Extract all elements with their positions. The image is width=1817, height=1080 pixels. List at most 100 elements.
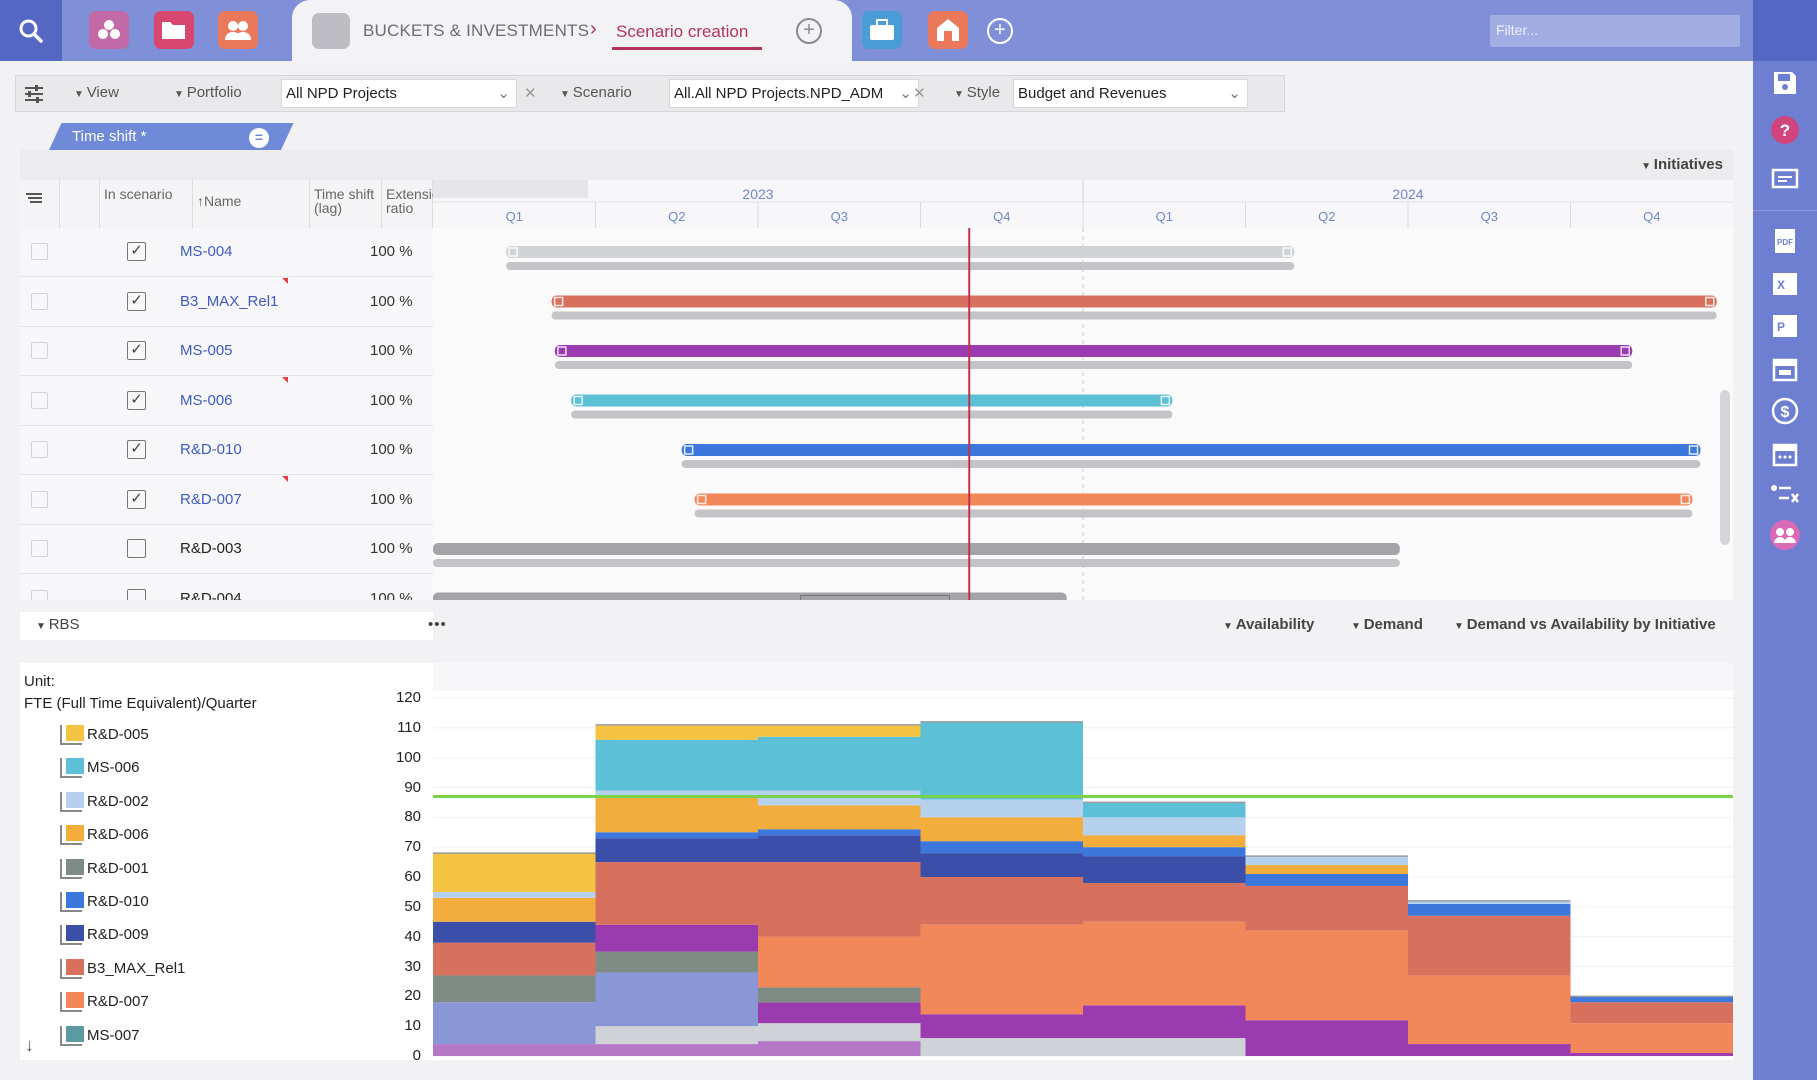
initiative-name[interactable]: R&D-007: [180, 490, 242, 508]
row-select-checkbox[interactable]: [31, 243, 48, 260]
initiative-row[interactable]: ✓ MS-005 100 %: [20, 327, 433, 376]
select-column-header[interactable]: [60, 180, 100, 228]
style-select[interactable]: Budget and Revenues ⌄: [1013, 79, 1248, 108]
scroll-down-arrow-icon[interactable]: ↓: [25, 1035, 34, 1055]
row-select-checkbox[interactable]: [31, 589, 48, 600]
app-store-button[interactable]: [928, 11, 968, 49]
scenario-label[interactable]: ▼ Scenario: [560, 84, 632, 101]
gantt-vertical-scrollbar[interactable]: [1720, 390, 1730, 545]
in-scenario-checkbox[interactable]: ✓: [127, 489, 146, 509]
extension-ratio[interactable]: 100 %: [370, 589, 413, 601]
export-powerpoint-button[interactable]: P: [1769, 311, 1801, 341]
in-scenario-checkbox[interactable]: [127, 539, 146, 558]
gantt-view-button[interactable]: [1769, 354, 1801, 384]
breadcrumb-current[interactable]: Scenario creation: [616, 22, 749, 41]
save-button[interactable]: [1769, 68, 1801, 98]
app-logo[interactable]: [1753, 0, 1817, 61]
scenario-select[interactable]: All.All NPD Projects.NPD_ADM ⌄: [669, 79, 919, 108]
area-segment: [1083, 856, 1246, 883]
extension-ratio[interactable]: 100 %: [370, 292, 413, 310]
demand-vs-availability-menu[interactable]: ▼ Demand vs Availability by Initiative: [1454, 616, 1716, 633]
initiative-name[interactable]: MS-006: [180, 391, 233, 409]
name-header[interactable]: ↑Name: [193, 180, 310, 228]
initiative-name[interactable]: B3_MAX_Rel1: [180, 292, 279, 310]
rbs-more-button[interactable]: •••: [428, 616, 447, 633]
rbs-dropdown[interactable]: ▼ RBS: [36, 616, 80, 633]
in-scenario-checkbox[interactable]: ✓: [127, 291, 146, 311]
clear-portfolio-button[interactable]: ✕: [524, 85, 537, 102]
availability-menu[interactable]: ▼ Availability: [1223, 616, 1314, 633]
in-scenario-checkbox[interactable]: ✓: [127, 390, 146, 410]
area-segment: [433, 921, 596, 943]
y-tick-label: 80: [404, 808, 421, 826]
settings-sliders-button[interactable]: [22, 82, 46, 110]
calendar-button[interactable]: [1769, 439, 1801, 469]
initiative-name[interactable]: MS-004: [180, 243, 233, 260]
gantt-year-label: 2024: [1392, 186, 1423, 202]
filter-input[interactable]: Filter...: [1490, 15, 1740, 47]
add-tab-button[interactable]: +: [796, 18, 822, 44]
caret-down-icon: ▼: [560, 89, 573, 100]
style-label[interactable]: ▼ Style: [954, 84, 1000, 101]
app-folder-button[interactable]: [154, 11, 194, 49]
app-org-chart-button[interactable]: [89, 11, 129, 49]
area-segment: [433, 897, 596, 922]
assignments-button[interactable]: [1769, 480, 1801, 510]
row-select-checkbox[interactable]: [31, 391, 48, 409]
row-select-checkbox[interactable]: [31, 441, 48, 458]
area-segment: [433, 891, 596, 898]
in-scenario-checkbox[interactable]: ✓: [127, 341, 146, 360]
view-dropdown[interactable]: ▼ View: [74, 84, 119, 101]
breadcrumb-root[interactable]: BUCKETS & INVESTMENTS: [363, 21, 590, 40]
app-briefcase-button[interactable]: [862, 11, 902, 49]
area-segment: [595, 796, 758, 833]
in-scenario-checkbox[interactable]: ✓: [127, 440, 146, 459]
area-segment: [433, 975, 596, 1003]
area-segment: [920, 1038, 1083, 1056]
extension-ratio[interactable]: 100 %: [370, 490, 413, 508]
display-settings-button[interactable]: [1769, 165, 1801, 195]
gantt-bar: [551, 295, 1717, 308]
timeshift-menu-button[interactable]: =: [249, 128, 269, 148]
export-pdf-button[interactable]: PDF: [1769, 226, 1801, 256]
portfolio-select[interactable]: All NPD Projects ⌄: [281, 79, 517, 108]
help-button[interactable]: ?: [1769, 115, 1801, 145]
unit-value: FTE (Full Time Equivalent)/Quarter: [24, 695, 257, 712]
initiative-row[interactable]: ✓ R&D-010 100 %: [20, 426, 433, 475]
initiative-row[interactable]: R&D-003 100 %: [20, 525, 433, 574]
extension-ratio[interactable]: 100 %: [370, 342, 413, 359]
extension-header[interactable]: Extension ratio: [382, 180, 433, 228]
extension-ratio[interactable]: 100 %: [370, 540, 413, 557]
in-scenario-checkbox[interactable]: ✓: [127, 242, 146, 261]
add-app-button[interactable]: +: [987, 18, 1013, 44]
grid-menu-button[interactable]: [20, 180, 60, 228]
export-excel-button[interactable]: X: [1769, 269, 1801, 299]
initiative-row[interactable]: ✓ R&D-007 100 %: [20, 475, 433, 525]
in-scenario-checkbox[interactable]: [127, 588, 146, 600]
resources-button[interactable]: [1769, 520, 1801, 550]
initiative-row[interactable]: R&D-004 100 %: [20, 575, 433, 601]
app-people-button[interactable]: [218, 11, 258, 49]
initiative-row[interactable]: ✓ B3_MAX_Rel1 100 %: [20, 277, 433, 327]
row-select-checkbox[interactable]: [31, 540, 48, 557]
initiative-name[interactable]: R&D-010: [180, 441, 242, 458]
extension-ratio[interactable]: 100 %: [370, 391, 413, 409]
search-button[interactable]: [0, 0, 62, 61]
extension-ratio[interactable]: 100 %: [370, 441, 413, 458]
financials-button[interactable]: $: [1769, 396, 1801, 426]
row-select-checkbox[interactable]: [31, 490, 48, 508]
initiatives-menu[interactable]: ▼ Initiatives: [1641, 156, 1723, 173]
timeshift-header[interactable]: Time shift (lag): [310, 180, 382, 228]
active-tab[interactable]: BUCKETS & INVESTMENTS › Scenario creatio…: [292, 0, 852, 61]
initiative-name[interactable]: MS-005: [180, 342, 233, 359]
gantt-splitter-handle[interactable]: [800, 595, 950, 600]
extension-ratio[interactable]: 100 %: [370, 243, 413, 260]
demand-menu[interactable]: ▼ Demand: [1351, 616, 1423, 633]
row-select-checkbox[interactable]: [31, 342, 48, 359]
in-scenario-header[interactable]: In scenario: [100, 180, 193, 228]
clear-scenario-button[interactable]: ✕: [913, 85, 926, 102]
initiative-row[interactable]: ✓ MS-006 100 %: [20, 376, 433, 426]
portfolio-label[interactable]: ▼ Portfolio: [174, 84, 242, 101]
row-select-checkbox[interactable]: [31, 292, 48, 310]
initiative-row[interactable]: ✓ MS-004 100 %: [20, 228, 433, 277]
